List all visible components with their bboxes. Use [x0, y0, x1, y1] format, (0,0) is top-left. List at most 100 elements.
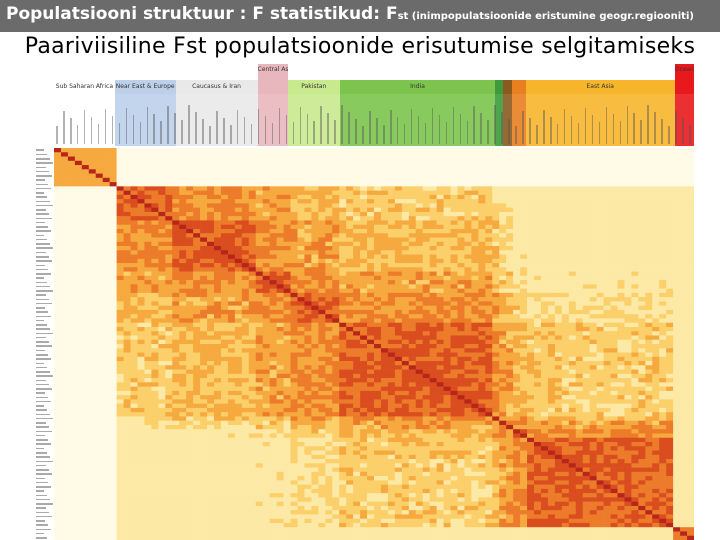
heatmap-cell	[617, 173, 625, 179]
heatmap-cell	[367, 331, 375, 336]
heatmap-cell	[234, 160, 243, 166]
heatmap-cell	[67, 152, 76, 157]
heatmap-cell	[582, 326, 590, 332]
heatmap-cell	[220, 152, 229, 157]
row-label-mark	[36, 226, 48, 228]
heatmap-cell	[506, 173, 514, 179]
heatmap-cell	[596, 309, 604, 315]
heatmap-cell	[332, 301, 340, 306]
heatmap-cell	[81, 344, 90, 349]
heatmap-cell	[561, 190, 570, 196]
heatmap-cell	[130, 318, 138, 323]
heatmap-cell	[471, 186, 479, 191]
heatmap-cell	[241, 284, 250, 289]
heatmap-cell	[186, 199, 194, 204]
heatmap-cell	[589, 190, 597, 196]
heatmap-cell	[443, 169, 451, 174]
heatmap-cell	[631, 182, 639, 187]
heatmap-cell	[220, 228, 229, 234]
heatmap-cell	[387, 228, 396, 234]
heatmap-cell	[401, 148, 410, 153]
heatmap-cell	[527, 348, 535, 353]
heatmap-cell	[102, 263, 110, 268]
heatmap-cell	[172, 224, 180, 230]
heatmap-cell	[687, 246, 694, 251]
row-label-mark	[36, 498, 50, 501]
heatmap-cell	[116, 331, 124, 336]
heatmap-cell	[575, 233, 583, 238]
heatmap-cell	[624, 165, 632, 170]
heatmap-cell	[527, 148, 535, 153]
heatmap-cell	[624, 292, 632, 298]
heatmap-cell	[346, 314, 354, 319]
heatmap-cell	[227, 258, 236, 264]
heatmap-cell	[687, 297, 694, 302]
heatmap-cell	[367, 156, 375, 162]
heatmap-cell	[520, 216, 528, 221]
heatmap-cell	[220, 169, 229, 174]
heatmap-cell	[88, 284, 97, 289]
heatmap-cell	[88, 182, 97, 187]
heatmap-cell	[255, 211, 263, 217]
heatmap-cell	[88, 339, 97, 345]
heatmap-cell	[527, 233, 535, 238]
heatmap-cell	[137, 288, 145, 294]
heatmap-cell	[248, 301, 257, 306]
heatmap-cell	[214, 275, 222, 281]
heatmap-cell	[471, 314, 479, 319]
heatmap-cell	[74, 148, 83, 153]
heatmap-cell	[659, 250, 667, 255]
heatmap-cell	[527, 339, 535, 345]
heatmap-cell	[408, 318, 417, 323]
heatmap-cell	[610, 331, 618, 336]
heatmap-cell	[165, 305, 173, 311]
heatmap-cell	[401, 305, 410, 311]
heatmap-cell	[464, 305, 472, 311]
heatmap-cell	[624, 254, 632, 260]
heatmap-cell	[241, 318, 250, 323]
heatmap-cell	[193, 148, 201, 153]
heatmap-cell	[325, 156, 333, 162]
heatmap-cell	[429, 237, 437, 243]
heatmap-cell	[60, 233, 69, 238]
heatmap-cell	[520, 152, 528, 157]
heatmap-cell	[645, 361, 653, 366]
heatmap-cell	[422, 152, 430, 157]
heatmap-cell	[241, 365, 250, 370]
heatmap-cell	[485, 190, 493, 196]
heatmap-cell	[471, 182, 479, 187]
heatmap-cell	[60, 258, 69, 264]
heatmap-cell	[478, 177, 486, 183]
heatmap-cell	[596, 207, 604, 213]
heatmap-cell	[485, 292, 493, 298]
heatmap-cell	[687, 224, 694, 230]
heatmap-cell	[401, 216, 410, 221]
heatmap-cell	[554, 182, 563, 187]
heatmap-cell	[659, 314, 667, 319]
heatmap-cell	[214, 292, 222, 298]
heatmap-cell	[179, 211, 187, 217]
heatmap-cell	[554, 199, 563, 204]
heatmap-cell	[248, 165, 257, 170]
heatmap-cell	[575, 190, 583, 196]
heatmap-cell	[380, 263, 389, 268]
heatmap-cell	[116, 339, 124, 345]
heatmap-cell	[123, 228, 131, 234]
column-label-mark	[570, 116, 573, 144]
heatmap-cell	[645, 326, 653, 332]
heatmap-cell	[596, 156, 604, 162]
heatmap-cell	[374, 292, 382, 298]
heatmap-cell	[506, 301, 514, 306]
heatmap-cell	[645, 199, 653, 204]
heatmap-cell	[207, 156, 215, 162]
heatmap-cell	[262, 267, 270, 272]
heatmap-cell	[123, 224, 131, 230]
heatmap-cell	[186, 322, 194, 328]
heatmap-cell	[220, 301, 229, 306]
heatmap-cell	[54, 335, 62, 341]
heatmap-cell	[220, 160, 229, 166]
heatmap-cell	[158, 292, 166, 298]
heatmap-cell	[297, 271, 305, 277]
heatmap-cell	[589, 160, 597, 166]
heatmap-cell	[603, 152, 611, 157]
